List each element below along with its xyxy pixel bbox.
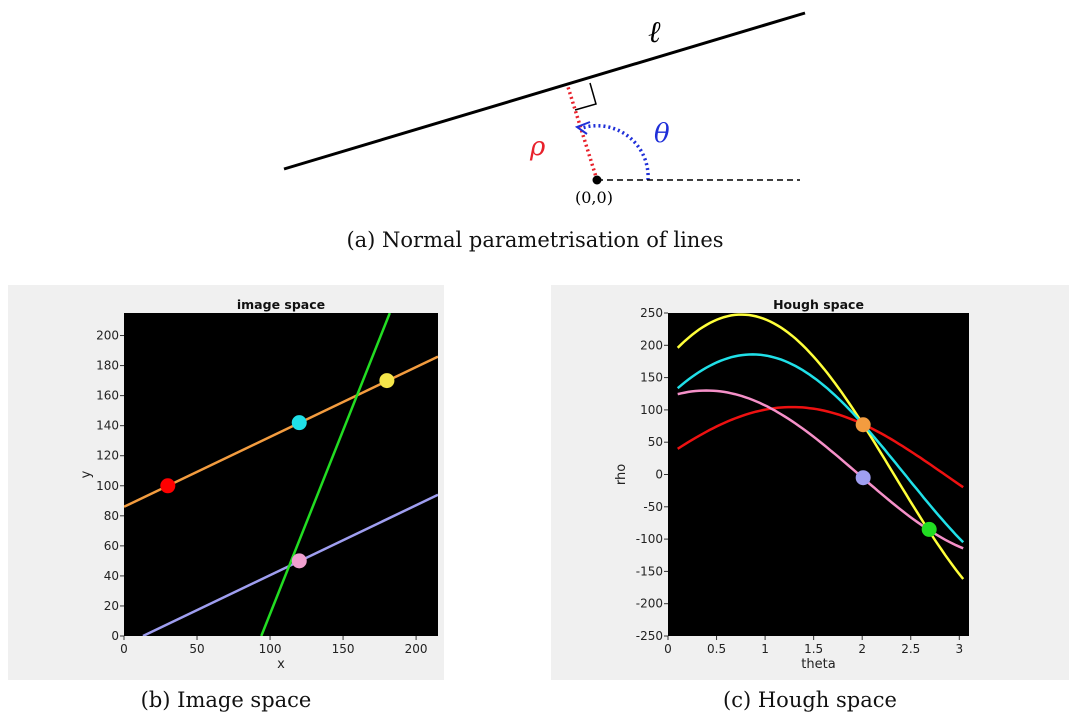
plot-area bbox=[124, 313, 438, 636]
x-tick-label: 0.5 bbox=[707, 642, 726, 656]
x-tick-label: 100 bbox=[259, 642, 282, 656]
y-tick-label: 20 bbox=[104, 599, 119, 613]
x-tick-label: 200 bbox=[405, 642, 428, 656]
data-point bbox=[160, 478, 176, 494]
x-axis-label: x bbox=[277, 657, 285, 672]
image-space-chart: 0 50 100 150 200 0 20 40 60 80 100 120 140 160 180 200 i… bbox=[79, 297, 438, 672]
y-tick-label: -200 bbox=[636, 597, 663, 611]
x-tick-label: 2.5 bbox=[901, 642, 920, 656]
chart-title: image space bbox=[237, 297, 325, 312]
y-tick-label: 250 bbox=[640, 306, 663, 320]
plot-area bbox=[668, 313, 969, 636]
plot-content bbox=[676, 313, 965, 580]
x-tick-label: 2 bbox=[858, 642, 866, 656]
hough-space-chart: 0 0.5 1 1.5 2 2.5 3 -250 -200 -150 -100 -50 0 50 100 15… bbox=[614, 297, 969, 672]
x-tick-label: 0 bbox=[664, 642, 672, 656]
y-tick-label: 120 bbox=[96, 449, 119, 463]
y-tick-label: 50 bbox=[648, 435, 663, 449]
data-point bbox=[291, 553, 307, 569]
y-tick-label: 80 bbox=[104, 509, 119, 523]
y-tick-label: -150 bbox=[636, 564, 663, 578]
hough-curve bbox=[676, 353, 965, 544]
origin-point bbox=[592, 175, 602, 185]
y-tick-label: 100 bbox=[96, 479, 119, 493]
series-line bbox=[260, 313, 391, 636]
y-tick-label: 200 bbox=[640, 338, 663, 352]
data-point bbox=[921, 521, 937, 537]
y-tick-label: 140 bbox=[96, 419, 119, 433]
data-point bbox=[855, 417, 871, 433]
caption-b: (b) Image space bbox=[140, 688, 312, 712]
data-point bbox=[855, 470, 871, 486]
hough-curve bbox=[677, 405, 964, 489]
x-tick-label: 0 bbox=[120, 642, 128, 656]
x-tick-label: 1 bbox=[761, 642, 769, 656]
data-point bbox=[379, 373, 395, 389]
origin-label: (0,0) bbox=[575, 188, 613, 207]
y-axis-label: y bbox=[79, 470, 94, 478]
x-tick-label: 1.5 bbox=[804, 642, 823, 656]
caption-c: (c) Hough space bbox=[723, 688, 897, 712]
chart-title: Hough space bbox=[773, 297, 864, 312]
y-tick-label: 0 bbox=[655, 468, 663, 482]
y-axis-label: rho bbox=[614, 464, 629, 485]
x-tick-label: 150 bbox=[332, 642, 355, 656]
y-tick-label: -250 bbox=[636, 629, 663, 643]
theta-arrowhead bbox=[574, 121, 591, 135]
x-axis-label: theta bbox=[801, 657, 835, 672]
y-tick-label: 0 bbox=[111, 629, 119, 643]
y-tick-label: 180 bbox=[96, 359, 119, 373]
normal-parametrisation-diagram: ℓ ρ θ (0,0) bbox=[283, 11, 806, 207]
hough-curve bbox=[677, 389, 964, 550]
y-tick-label: 100 bbox=[640, 403, 663, 417]
x-tick-label: 50 bbox=[189, 642, 204, 656]
plot-content bbox=[124, 313, 438, 636]
line-ell bbox=[283, 11, 806, 171]
rho-segment bbox=[566, 86, 599, 181]
y-tick-label: -100 bbox=[636, 532, 663, 546]
rho-label: ρ bbox=[529, 132, 546, 162]
x-tick-label: 3 bbox=[955, 642, 963, 656]
y-tick-label: 200 bbox=[96, 329, 119, 343]
hough-curve bbox=[676, 313, 965, 580]
y-tick-label: 60 bbox=[104, 539, 119, 553]
caption-a: (a) Normal parametrisation of lines bbox=[346, 228, 724, 252]
right-angle-marker bbox=[574, 82, 597, 111]
y-tick-label: 160 bbox=[96, 389, 119, 403]
y-tick-label: -50 bbox=[643, 500, 663, 514]
ell-label: ℓ bbox=[648, 15, 661, 50]
y-tick-label: 40 bbox=[104, 569, 119, 583]
hough-space-panel: 0 0.5 1 1.5 2 2.5 3 -250 -200 -150 -100 -50 0 50 100 15… bbox=[551, 285, 1069, 680]
y-tick-label: 150 bbox=[640, 371, 663, 385]
theta-label: θ bbox=[654, 119, 670, 149]
theta-arc bbox=[581, 124, 650, 181]
image-space-panel: 0 50 100 150 200 0 20 40 60 80 100 120 140 160 180 200 i… bbox=[8, 285, 444, 680]
data-point bbox=[291, 415, 307, 431]
